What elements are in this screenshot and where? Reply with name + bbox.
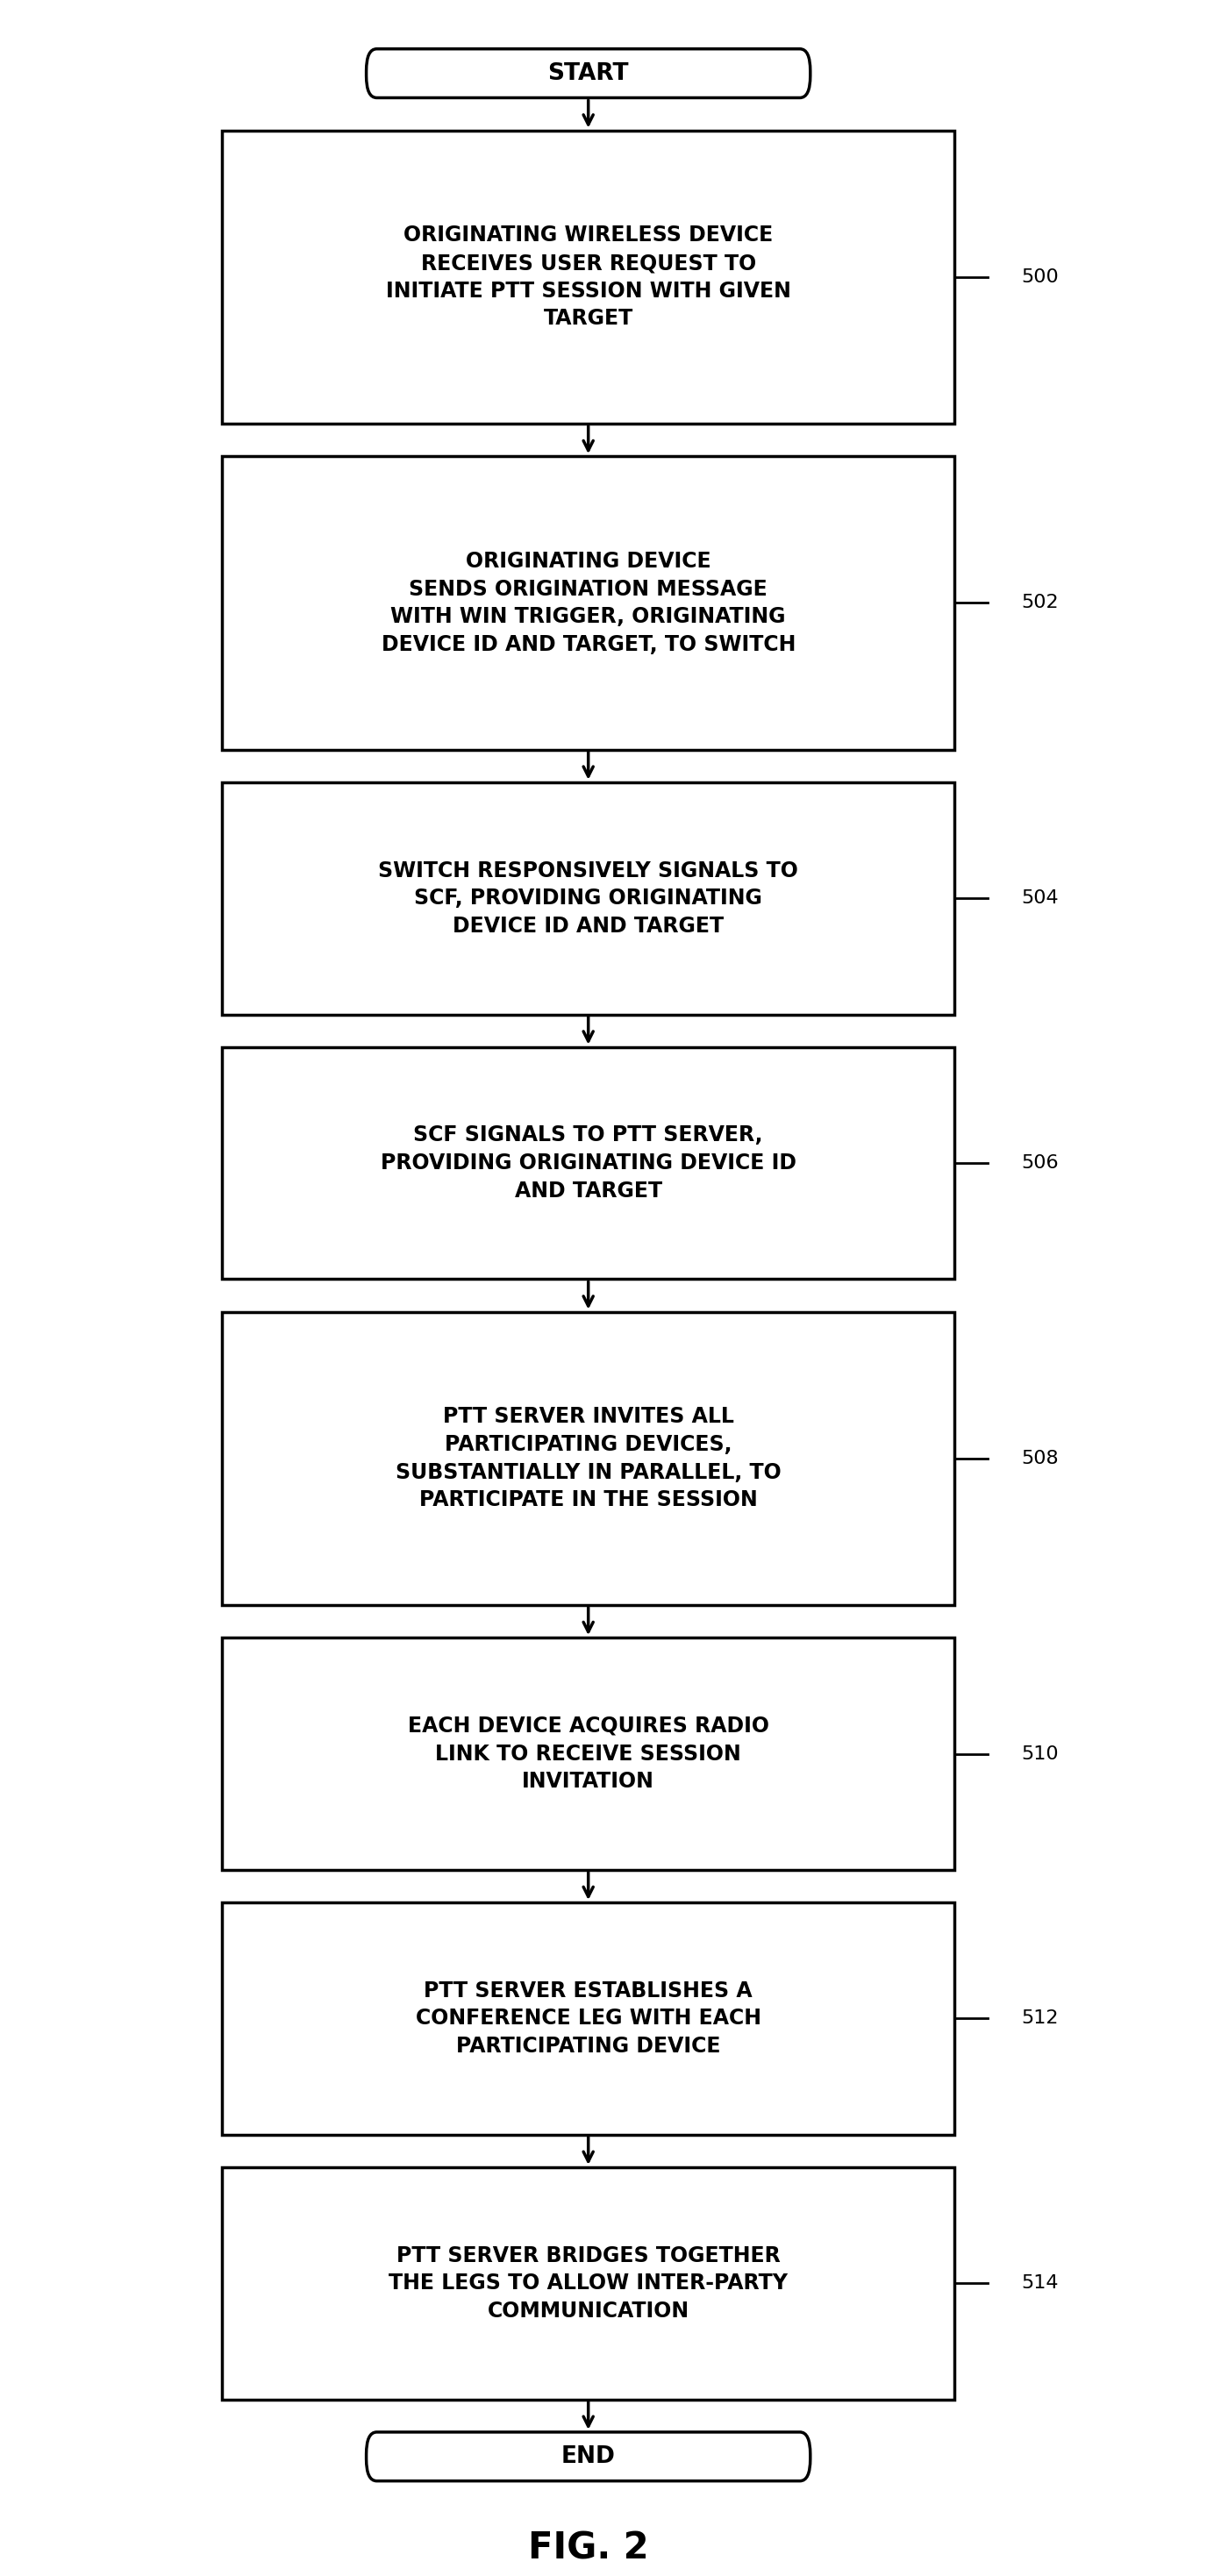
Text: ORIGINATING DEVICE
SENDS ORIGINATION MESSAGE
WITH WIN TRIGGER, ORIGINATING
DEVIC: ORIGINATING DEVICE SENDS ORIGINATION MES… <box>381 551 795 654</box>
FancyBboxPatch shape <box>222 456 955 750</box>
Text: 510: 510 <box>1021 1744 1059 1762</box>
Text: SWITCH RESPONSIVELY SIGNALS TO
SCF, PROVIDING ORIGINATING
DEVICE ID AND TARGET: SWITCH RESPONSIVELY SIGNALS TO SCF, PROV… <box>379 860 799 938</box>
Text: 506: 506 <box>1021 1154 1059 1172</box>
Text: ORIGINATING WIRELESS DEVICE
RECEIVES USER REQUEST TO
INITIATE PTT SESSION WITH G: ORIGINATING WIRELESS DEVICE RECEIVES USE… <box>386 224 791 330</box>
FancyBboxPatch shape <box>222 2166 955 2398</box>
Text: EACH DEVICE ACQUIRES RADIO
LINK TO RECEIVE SESSION
INVITATION: EACH DEVICE ACQUIRES RADIO LINK TO RECEI… <box>408 1716 769 1793</box>
Text: 500: 500 <box>1021 268 1059 286</box>
Text: 504: 504 <box>1021 889 1059 907</box>
FancyBboxPatch shape <box>222 1046 955 1280</box>
Text: 502: 502 <box>1021 595 1059 611</box>
Text: PTT SERVER ESTABLISHES A
CONFERENCE LEG WITH EACH
PARTICIPATING DEVICE: PTT SERVER ESTABLISHES A CONFERENCE LEG … <box>415 1981 761 2056</box>
Text: FIG. 2: FIG. 2 <box>527 2530 648 2566</box>
Text: 508: 508 <box>1021 1450 1059 1468</box>
Text: START: START <box>548 62 629 85</box>
Text: 514: 514 <box>1021 2275 1059 2293</box>
Text: PTT SERVER INVITES ALL
PARTICIPATING DEVICES,
SUBSTANTIALLY IN PARALLEL, TO
PART: PTT SERVER INVITES ALL PARTICIPATING DEV… <box>396 1406 781 1510</box>
FancyBboxPatch shape <box>222 131 955 422</box>
FancyBboxPatch shape <box>366 49 811 98</box>
Text: PTT SERVER BRIDGES TOGETHER
THE LEGS TO ALLOW INTER-PARTY
COMMUNICATION: PTT SERVER BRIDGES TOGETHER THE LEGS TO … <box>388 2246 788 2321</box>
Text: 512: 512 <box>1021 2009 1059 2027</box>
FancyBboxPatch shape <box>222 1638 955 1870</box>
Text: END: END <box>562 2445 615 2468</box>
Text: SCF SIGNALS TO PTT SERVER,
PROVIDING ORIGINATING DEVICE ID
AND TARGET: SCF SIGNALS TO PTT SERVER, PROVIDING ORI… <box>381 1126 796 1200</box>
FancyBboxPatch shape <box>222 1311 955 1605</box>
FancyBboxPatch shape <box>366 2432 811 2481</box>
FancyBboxPatch shape <box>222 1904 955 2136</box>
FancyBboxPatch shape <box>222 783 955 1015</box>
